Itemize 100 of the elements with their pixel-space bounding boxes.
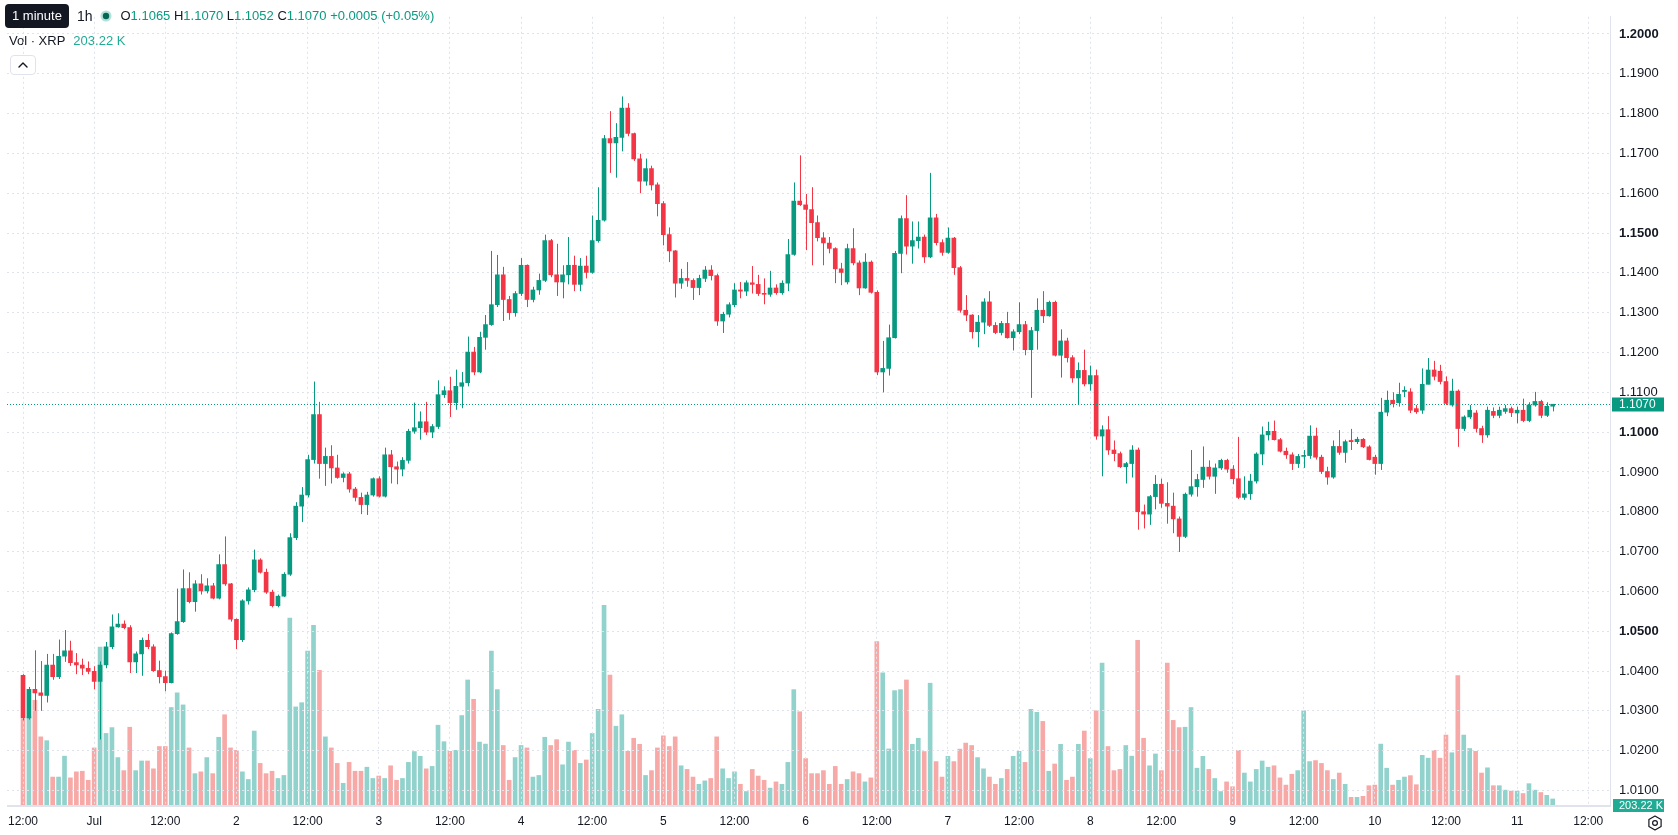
candlestick [1336,429,1342,456]
bar [210,773,216,806]
bar [1052,763,1057,806]
bar [643,775,648,806]
bar [1087,758,1093,806]
candlestick [1087,365,1093,392]
x-tick-label: Jul [86,813,102,828]
bar [1455,675,1461,806]
y-tick-label: 1.1300 [1619,304,1659,320]
chart-title: Vol · XRP [9,32,66,50]
candlestick [50,653,55,681]
x-tick-label: 12:00 [861,813,893,828]
candlestick [1538,399,1544,419]
x-tick-label: 12:00 [1288,813,1320,828]
bar [744,791,749,806]
candlestick [1342,439,1348,464]
candlestick [334,454,340,480]
x-tick-label: 12:00 [8,813,39,828]
candlestick [1010,328,1016,351]
candlestick [133,651,138,674]
candlestick [1081,349,1087,387]
x-tick-label: 10 [1368,813,1382,828]
text: O1.1065 H1.1070 L1.1052 C1.1070 +0.0005 (+0.05%) [120,8,435,23]
x-tick-label: 4 [517,813,525,828]
candlestick [423,401,429,436]
x-tick-label: 12:00 [150,813,181,828]
x-tick-label: 9 [1229,813,1237,828]
bar [1485,767,1490,806]
y-tick-label: 1.1700 [1619,144,1659,160]
bar [921,751,927,806]
bar [317,670,322,806]
annotation: 1 minute [5,4,69,28]
bar [904,679,909,806]
ref-line-label: 1.1070 [1619,396,1657,411]
bar [1491,785,1496,806]
x-tick-label: 12:00 [719,813,750,828]
candlestick [370,477,376,498]
bar [1046,770,1052,806]
x-tick-label: 12:00 [1004,813,1035,828]
bar [1081,730,1087,806]
bar [423,768,429,806]
candlestick [838,262,844,286]
y-tick-label: 1.0300 [1619,702,1659,718]
bar [323,736,328,806]
y-tick-label: 1.1100 [1619,383,1658,399]
candlestick [649,165,654,191]
x-tick-label: 2 [233,813,241,828]
y-tick-label: 1.1800 [1619,105,1659,121]
candlestick [643,158,648,187]
bar [204,757,210,806]
bar [382,778,388,806]
candlestick [1058,328,1063,379]
y-tick-label: 1.0900 [1619,463,1659,479]
x-tick-label: 5 [660,813,667,828]
y-tick-label: 1.2000 [1619,25,1659,41]
candlestick [1212,463,1218,495]
bar [471,698,476,806]
bar [578,763,583,806]
candlestick [323,447,328,487]
y-tick-label: 1.1600 [1619,184,1659,200]
candlestick [678,268,684,290]
text: 203.22 K [73,33,126,48]
x-tick-label: 3 [375,813,383,828]
bar [583,759,589,806]
candlestick [684,261,690,288]
candlestick [1040,290,1046,324]
y-tick-label: 1.0700 [1619,543,1659,559]
x-tick-label: 6 [802,813,810,828]
bar [376,775,382,806]
bar [1508,790,1514,806]
bar [1342,783,1348,806]
bar [1076,743,1081,806]
bar [1206,769,1212,806]
bar [572,749,577,806]
x-tick-label: 8 [1086,813,1094,828]
candlestick [328,444,334,484]
x-tick-label: 12:00 [1146,813,1177,828]
bar [738,783,743,806]
bar [340,782,346,806]
x-tick-label: 12:00 [434,813,466,828]
y-tick-label: 1.0500 [1619,622,1659,638]
candlestick [1206,459,1212,480]
y-tick-label: 1.1500 [1619,224,1659,240]
y-tick-label: 1.0400 [1619,662,1659,678]
candlestick [471,346,476,376]
y-tick-label: 1.1000 [1619,423,1659,439]
chart-title: 1h [76,7,93,25]
y-tick-label: 1.1900 [1619,65,1659,81]
candlestick [921,234,927,264]
text: 203.22 K [1613,799,1664,812]
candlestick [969,313,974,340]
bar [1390,784,1395,806]
x-tick-label: 7 [944,813,952,828]
y-tick-label: 1.0200 [1619,742,1659,758]
candlestick [1188,449,1194,498]
bar [1040,721,1046,806]
bar [44,740,50,806]
bar [1004,769,1010,806]
candlestick [572,255,577,292]
candlestick [1004,311,1010,340]
